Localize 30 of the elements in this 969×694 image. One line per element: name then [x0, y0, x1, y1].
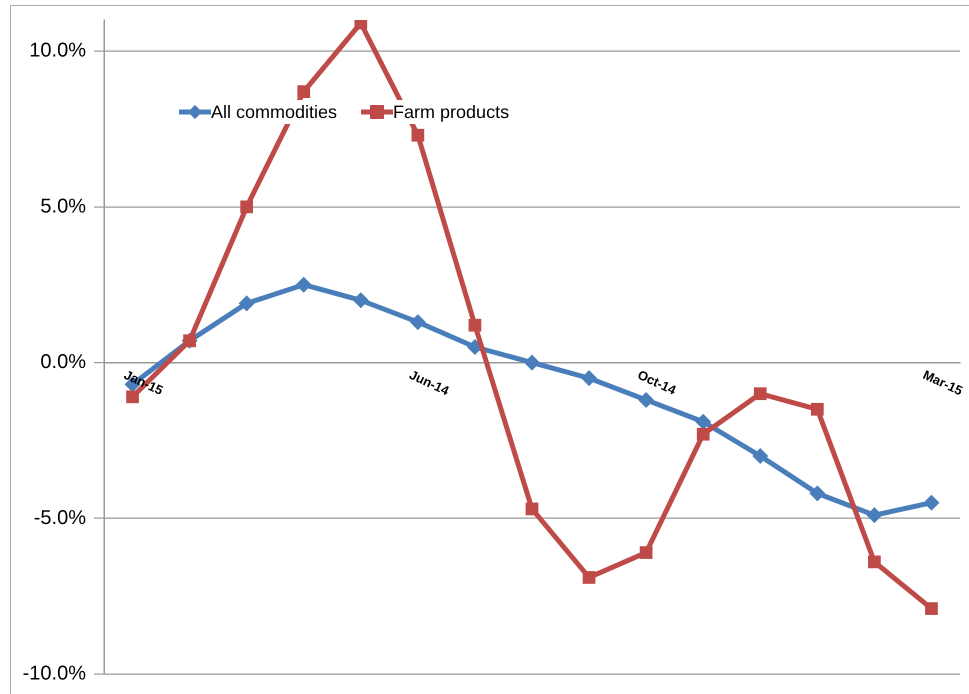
- point: [582, 571, 596, 584]
- point: [923, 494, 940, 511]
- y-tick-label: 0.0%: [40, 351, 86, 374]
- point: [866, 507, 882, 524]
- point: [696, 428, 710, 441]
- point: [810, 402, 824, 416]
- point: [240, 200, 254, 214]
- y-tick-label: -10.0%: [22, 662, 86, 685]
- legend-label: Farm products: [393, 102, 510, 122]
- y-tick-label: 10.0%: [29, 40, 86, 62]
- point: [410, 314, 426, 330]
- point: [297, 85, 310, 98]
- point: [868, 556, 881, 568]
- point: [352, 292, 369, 308]
- legend-label: All commodities: [211, 102, 338, 122]
- point: [752, 448, 768, 464]
- point: [238, 295, 255, 312]
- point: [809, 485, 826, 502]
- point: [581, 370, 598, 386]
- y-tick-label: 5.0%: [40, 195, 86, 218]
- point: [524, 354, 540, 371]
- point: [468, 318, 482, 332]
- point: [754, 387, 767, 400]
- y-tick-label: -5.0%: [34, 506, 86, 529]
- point: [296, 276, 312, 293]
- point: [640, 546, 652, 559]
- point: [412, 128, 424, 142]
- point: [925, 602, 938, 615]
- point: [526, 502, 538, 516]
- point: [695, 414, 712, 430]
